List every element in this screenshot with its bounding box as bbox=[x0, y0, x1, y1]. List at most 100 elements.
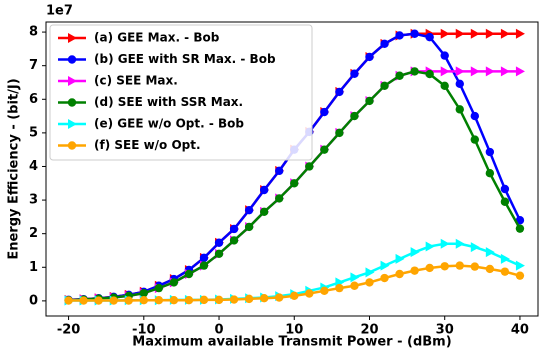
legend-label: (f) SEE w/o Opt. bbox=[94, 138, 201, 152]
y-tick-label: 6 bbox=[29, 92, 38, 107]
marker bbox=[350, 281, 359, 290]
marker bbox=[68, 33, 77, 43]
marker bbox=[470, 66, 480, 77]
marker bbox=[395, 253, 405, 264]
marker bbox=[440, 28, 450, 39]
marker bbox=[154, 283, 164, 293]
marker bbox=[470, 111, 480, 121]
y-offset-label: 1e7 bbox=[46, 4, 73, 19]
legend: (a) GEE Max. - Bob (b) GEE with SR Max. -… bbox=[49, 24, 313, 161]
marker bbox=[139, 296, 148, 305]
marker bbox=[500, 184, 510, 194]
marker bbox=[380, 81, 389, 91]
marker bbox=[515, 271, 525, 280]
marker bbox=[500, 66, 510, 77]
marker bbox=[94, 296, 103, 305]
marker bbox=[275, 194, 284, 203]
marker bbox=[365, 278, 374, 287]
marker bbox=[139, 288, 148, 298]
marker bbox=[68, 76, 77, 86]
x-tick-label: 20 bbox=[360, 323, 378, 338]
marker bbox=[275, 293, 284, 302]
marker bbox=[67, 98, 77, 107]
marker bbox=[410, 67, 419, 76]
legend-label: (e) GEE w/o Opt. - Bob bbox=[94, 117, 244, 131]
marker bbox=[199, 295, 209, 305]
marker bbox=[199, 253, 209, 263]
marker bbox=[199, 261, 209, 270]
marker bbox=[380, 273, 389, 283]
marker bbox=[184, 296, 194, 305]
y-tick-label: 3 bbox=[29, 193, 38, 208]
marker bbox=[380, 260, 390, 271]
marker bbox=[259, 185, 269, 195]
marker bbox=[470, 135, 480, 144]
marker bbox=[154, 296, 164, 305]
marker bbox=[440, 66, 450, 77]
y-tick-label: 8 bbox=[29, 25, 38, 40]
marker bbox=[455, 105, 464, 114]
marker bbox=[290, 179, 299, 188]
marker bbox=[470, 262, 480, 271]
x-tick-label: 40 bbox=[511, 323, 529, 338]
marker bbox=[485, 169, 495, 178]
marker bbox=[485, 247, 495, 258]
marker bbox=[67, 141, 77, 150]
marker bbox=[244, 294, 254, 304]
marker bbox=[425, 32, 434, 42]
marker bbox=[515, 66, 525, 77]
marker bbox=[350, 272, 360, 283]
marker bbox=[485, 28, 495, 39]
x-tick-label: 0 bbox=[215, 323, 224, 338]
marker bbox=[455, 238, 465, 249]
legend-label: (c) SEE Max. bbox=[94, 74, 178, 88]
marker bbox=[440, 81, 449, 91]
marker bbox=[380, 39, 389, 49]
marker bbox=[335, 87, 344, 97]
marker bbox=[470, 28, 480, 39]
marker bbox=[365, 52, 374, 62]
marker bbox=[515, 28, 525, 39]
marker bbox=[395, 31, 404, 40]
marker bbox=[410, 29, 419, 38]
marker bbox=[485, 66, 495, 77]
marker bbox=[440, 238, 450, 249]
marker bbox=[365, 267, 375, 278]
marker bbox=[320, 107, 329, 117]
marker bbox=[124, 296, 133, 305]
marker bbox=[500, 197, 510, 206]
marker bbox=[455, 261, 464, 270]
marker bbox=[229, 224, 239, 234]
marker bbox=[229, 295, 239, 304]
marker bbox=[500, 28, 510, 39]
marker bbox=[259, 293, 269, 303]
marker bbox=[320, 145, 329, 154]
marker bbox=[485, 147, 495, 157]
marker bbox=[214, 295, 224, 305]
marker bbox=[515, 260, 525, 271]
marker bbox=[455, 28, 465, 39]
marker bbox=[455, 79, 464, 89]
y-tick-label: 0 bbox=[29, 293, 38, 308]
marker bbox=[305, 289, 314, 298]
x-axis-label: Maximum available Transmit Power - (dBm) bbox=[132, 335, 451, 350]
marker bbox=[425, 69, 434, 79]
marker bbox=[425, 263, 434, 273]
marker bbox=[244, 205, 254, 215]
y-tick-label: 1 bbox=[29, 260, 38, 275]
marker bbox=[244, 222, 254, 232]
marker bbox=[259, 207, 269, 217]
y-axis-label: Energy Efficiency - (bit/J) bbox=[7, 78, 22, 259]
x-tick-label: -10 bbox=[132, 323, 156, 338]
marker bbox=[290, 291, 299, 301]
marker bbox=[470, 242, 480, 253]
marker bbox=[335, 283, 344, 293]
y-tick-label: 7 bbox=[29, 58, 38, 73]
marker bbox=[64, 296, 73, 305]
marker bbox=[440, 51, 449, 60]
marker bbox=[410, 266, 419, 275]
marker bbox=[305, 162, 314, 171]
marker bbox=[169, 278, 179, 287]
marker bbox=[68, 119, 77, 129]
marker bbox=[214, 238, 224, 247]
